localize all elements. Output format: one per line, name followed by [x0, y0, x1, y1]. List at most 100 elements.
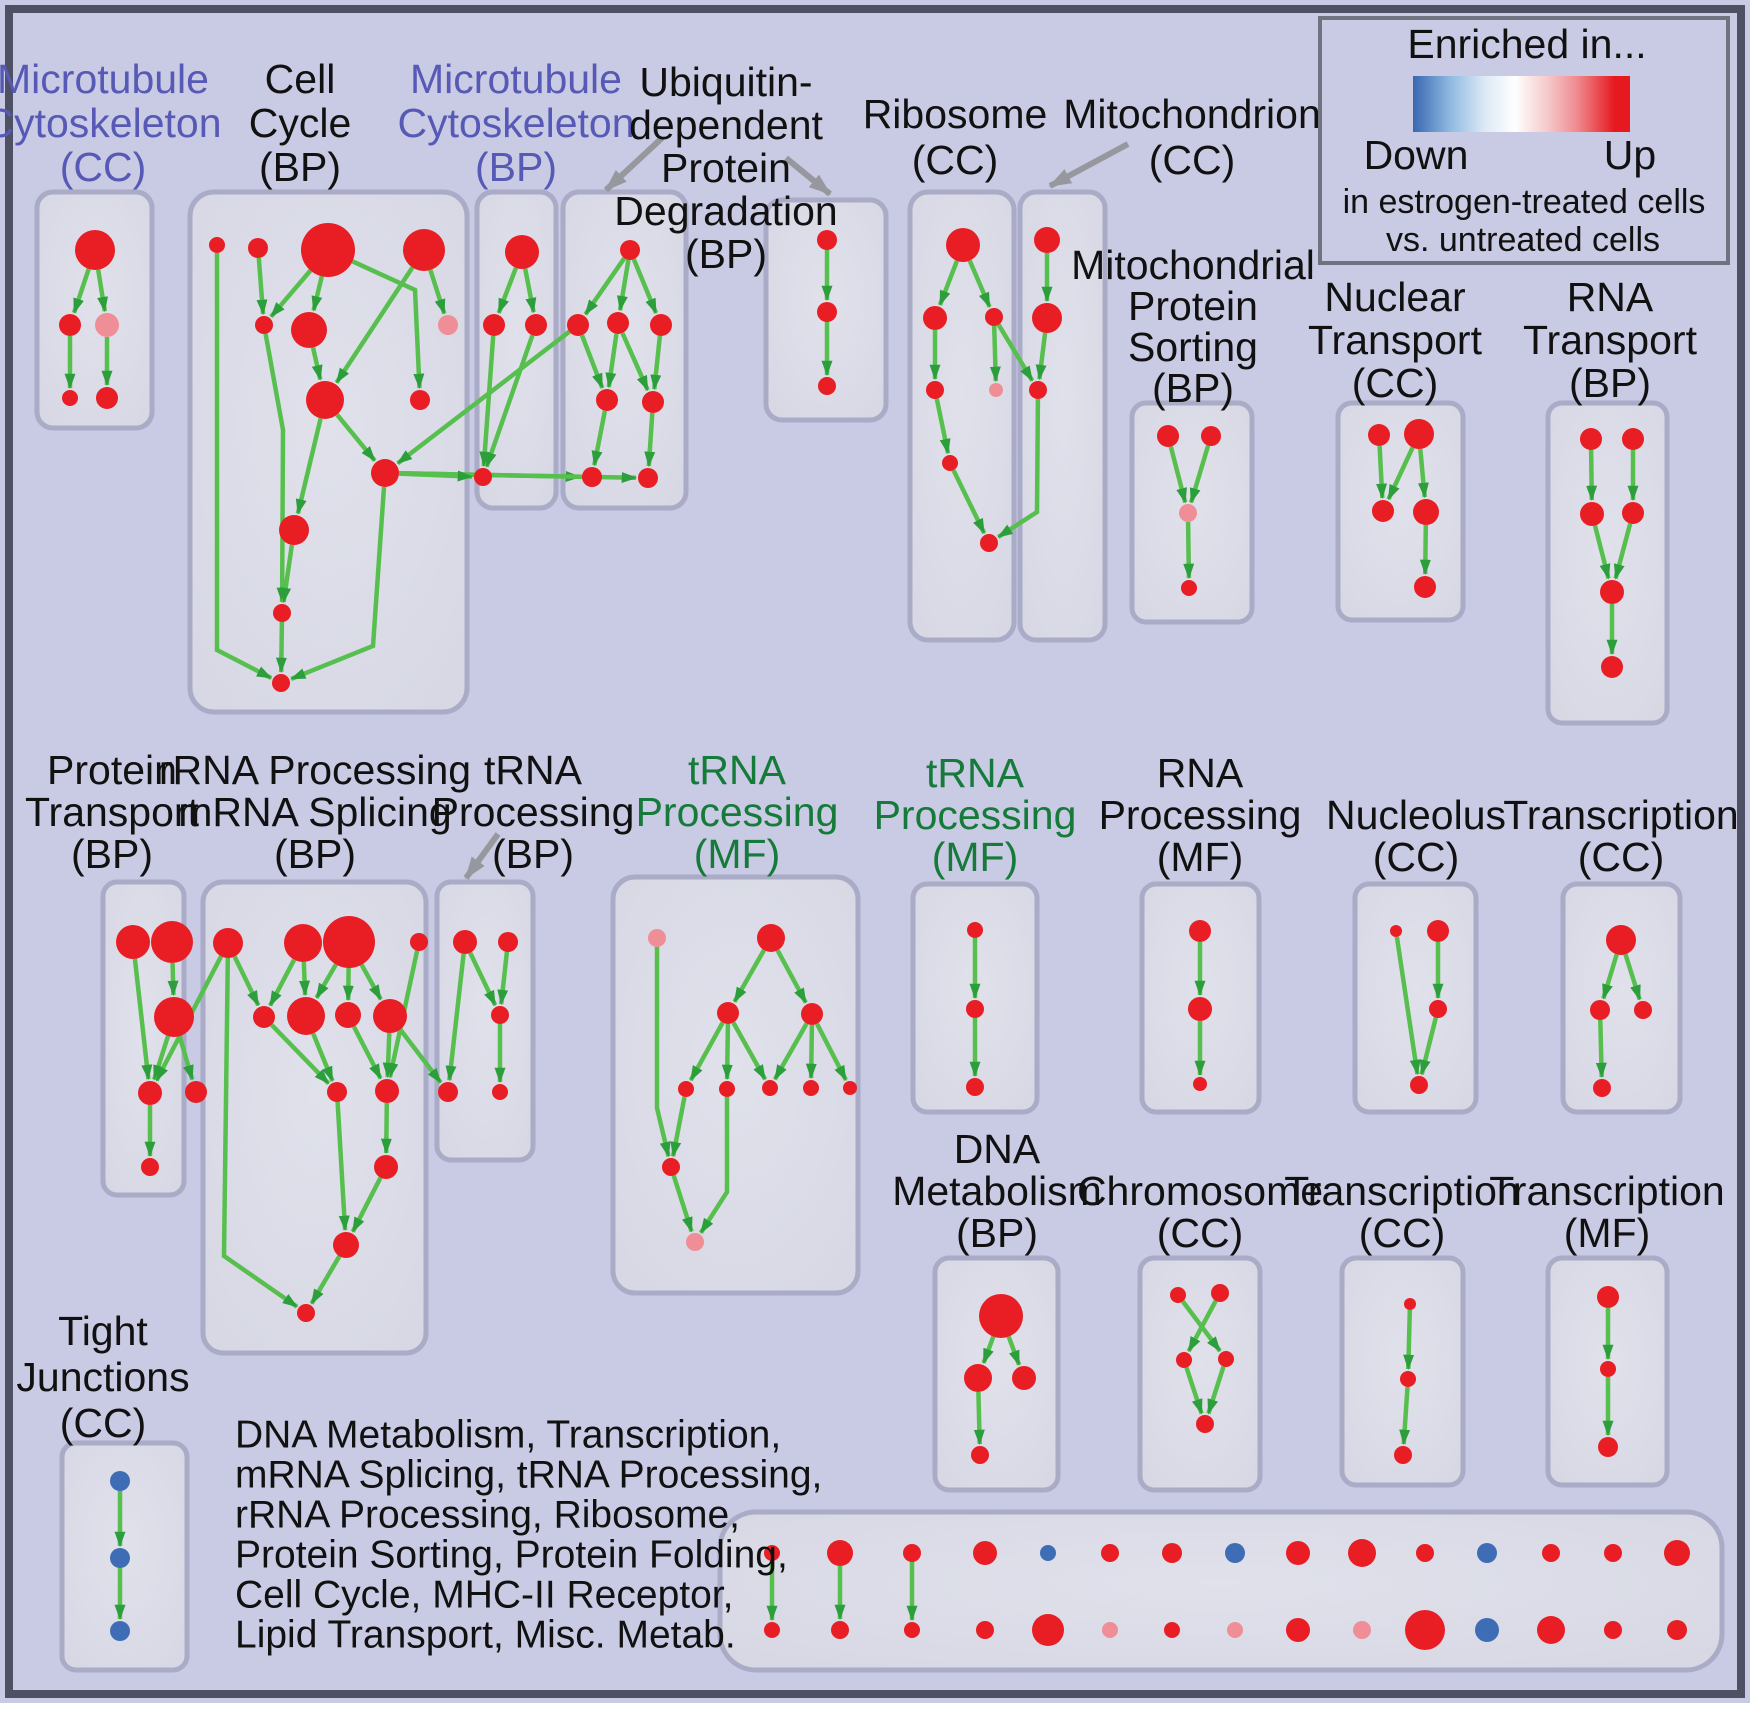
go-term-node: [1176, 1352, 1192, 1368]
enrichment-edge: [591, 410, 608, 467]
merged-clusters-text: rRNA Processing, Ribosome,: [235, 1493, 740, 1536]
legend-box: [1318, 16, 1730, 265]
enrichment-edge: [1417, 448, 1429, 499]
cluster-label: (BP): [1569, 360, 1651, 406]
go-term-node: [1040, 1545, 1056, 1561]
go-term-node: [642, 391, 664, 413]
go-term-node: [273, 604, 291, 622]
cluster-label: RNA: [1567, 274, 1654, 320]
cluster-label: (CC): [1157, 1210, 1244, 1256]
go-term-node: [989, 383, 1003, 397]
enrichment-edge: [263, 333, 288, 604]
enrichment-edge: [1419, 1017, 1438, 1076]
cluster-label: Processing: [874, 792, 1077, 838]
go-term-node: [717, 1002, 739, 1024]
go-term-node: [764, 1622, 780, 1638]
merged-clusters-text: Cell Cycle, MHC-II Receptor,: [235, 1573, 733, 1616]
go-term-node: [185, 1081, 207, 1103]
go-term-node: [1164, 1622, 1180, 1638]
enrichment-edge: [334, 266, 415, 384]
enrichment-edge: [310, 346, 323, 381]
go-term-node: [1604, 1544, 1622, 1562]
cluster-box-nucl: [1352, 881, 1479, 1115]
enrichment-edge: [1403, 1309, 1415, 1371]
cluster-label: Transport: [1308, 317, 1483, 363]
legend-up: Up: [1604, 132, 1656, 178]
enrichment-edge: [275, 621, 287, 674]
enrichment-edge: [1601, 953, 1619, 1000]
go-term-node: [253, 1006, 275, 1028]
go-term-node: [375, 1079, 399, 1103]
go-term-node: [757, 924, 785, 952]
go-term-node: [1286, 1541, 1310, 1565]
cluster-label: Metabolism: [892, 1168, 1102, 1214]
go-term-node: [438, 315, 458, 335]
go-term-node: [301, 223, 355, 277]
go-term-node: [327, 1082, 347, 1102]
go-term-node: [95, 313, 119, 337]
go-term-node: [942, 455, 958, 471]
go-term-node: [582, 467, 602, 487]
merged-clusters-text: Lipid Transport, Misc. Metab.: [235, 1613, 736, 1656]
cluster-label: Protein: [47, 747, 177, 793]
cluster-label: dependent: [629, 102, 823, 148]
cluster-label: Protein: [661, 145, 791, 191]
go-term-node: [607, 312, 629, 334]
go-term-node: [980, 534, 998, 552]
cluster-label: Cytoskeleton: [397, 100, 634, 146]
go-term-node: [801, 1003, 823, 1025]
go-term-node: [154, 997, 194, 1037]
go-term-node: [1475, 1618, 1499, 1642]
enrichment-edge: [981, 1335, 996, 1365]
go-term-node: [1400, 1371, 1416, 1387]
enrichment-edge: [951, 469, 987, 535]
go-term-node: [323, 916, 375, 968]
enrichment-edge: [1399, 1386, 1411, 1446]
enrichment-edge: [814, 1022, 848, 1082]
enrichment-edge: [290, 486, 387, 681]
cluster-box-chr: [1137, 1255, 1263, 1493]
go-term-node: [141, 1158, 159, 1176]
cluster-label: (CC): [1359, 1210, 1446, 1256]
enrichment-edge: [583, 256, 627, 316]
enrichment-edge: [351, 259, 425, 390]
cluster-box-trmf1: [610, 874, 861, 1296]
go-term-node: [817, 230, 837, 250]
go-term-node: [403, 229, 445, 271]
go-term-node: [831, 1621, 849, 1639]
go-term-node: [287, 997, 325, 1035]
go-term-node: [110, 1621, 130, 1641]
enrichment-edge: [270, 1023, 331, 1085]
cluster-label: rRNA Processing: [159, 747, 471, 793]
enrichment-edge: [1184, 1366, 1204, 1415]
cluster-label: (CC): [1149, 137, 1236, 183]
cluster-box-uba: [560, 189, 689, 511]
go-term-node: [1601, 656, 1623, 678]
go-term-node: [1429, 1000, 1447, 1018]
go-term-node: [1604, 1621, 1622, 1639]
go-term-node: [371, 459, 399, 487]
cluster-label: DNA: [954, 1126, 1041, 1172]
enrichment-edge: [280, 544, 295, 604]
cluster-label: (CC): [60, 1400, 147, 1446]
go-term-node: [1664, 1540, 1690, 1566]
go-term-node: [1667, 1620, 1687, 1640]
cluster-label: (CC): [1578, 834, 1665, 880]
cluster-box-wide: [717, 1509, 1725, 1673]
go-term-node: [374, 1155, 398, 1179]
go-term-node: [1404, 419, 1434, 449]
go-term-node: [678, 1081, 694, 1097]
cluster-label: (CC): [912, 137, 999, 183]
enrichment-edge: [497, 951, 510, 1006]
go-term-node: [971, 1446, 989, 1464]
cluster-label: (BP): [274, 831, 356, 877]
go-term-node: [279, 515, 309, 545]
enrichment-edge: [721, 1023, 733, 1081]
enrichment-edge: [1595, 1019, 1607, 1079]
go-term-node: [1600, 580, 1624, 604]
go-term-node: [650, 314, 672, 336]
merged-clusters-text: mRNA Splicing, tRNA Processing,: [235, 1453, 822, 1496]
pointer-ubiquitin-left-icon: [603, 135, 665, 193]
cluster-label: (MF): [1157, 834, 1244, 880]
